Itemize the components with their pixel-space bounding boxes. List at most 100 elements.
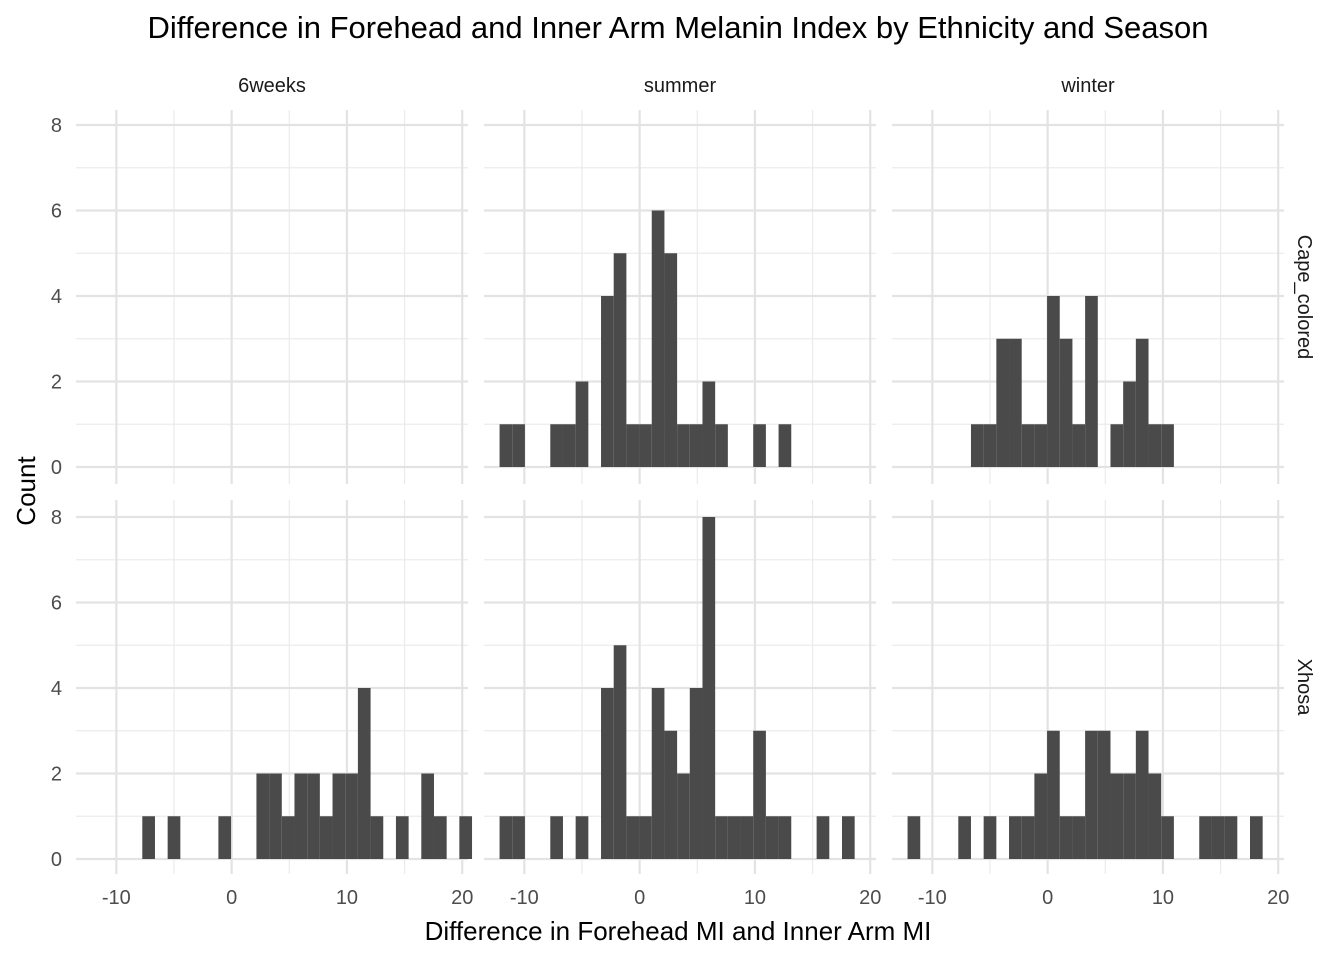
histogram-bar: [753, 424, 766, 467]
y-tick-label: 6: [51, 201, 62, 223]
histogram-bar: [499, 816, 513, 859]
histogram-bar: [983, 816, 997, 859]
panels-layer: 0 2 4 6 8 6weeks summer winter Cape_colored 0 2 4 6 8…: [51, 75, 1315, 909]
y-axis-title: Count: [11, 456, 41, 526]
histogram-bar: [332, 773, 346, 859]
histogram-bar: [601, 688, 614, 859]
histogram-bar: [1123, 773, 1136, 859]
histogram-bar: [1249, 816, 1263, 859]
histogram-bar: [613, 645, 627, 859]
facet-strip-label-cape_colored: Cape_colored: [1293, 235, 1315, 360]
histogram-bar: [1148, 424, 1162, 467]
histogram-bar: [550, 816, 563, 859]
histogram-bar: [702, 381, 716, 467]
histogram-bar: [1123, 381, 1136, 467]
histogram-bar: [677, 424, 690, 467]
histogram-bar: [1161, 424, 1174, 467]
histogram-bar: [319, 816, 333, 859]
histogram-bar: [740, 816, 754, 859]
facet-strip-label-6weeks: 6weeks: [238, 75, 306, 97]
chart-title: Difference in Forehead and Inner Arm Mel…: [148, 10, 1209, 45]
histogram-bar: [651, 688, 665, 859]
x-tick-label: -10: [918, 887, 947, 909]
histogram-bar: [294, 773, 308, 859]
panel-xhosa-summer: -10 0 10 20: [484, 500, 881, 909]
x-tick-label: 0: [226, 887, 237, 909]
histogram-bar: [664, 730, 678, 859]
histogram-bar: [1135, 338, 1149, 467]
x-tick-label: 10: [1152, 887, 1174, 909]
facet-strip-label-winter: winter: [1060, 75, 1115, 97]
histogram-bar: [1199, 816, 1212, 859]
x-axis-title: Difference in Forehead MI and Inner Arm …: [425, 916, 932, 946]
histogram-bar: [345, 773, 358, 859]
y-tick-label: 2: [51, 764, 62, 786]
histogram-bar: [421, 773, 434, 859]
histogram-bar: [1072, 816, 1086, 859]
histogram-bar: [1135, 730, 1149, 859]
panel-xhosa-6weeks: 0 2 4 6 8 -10 0 10 20: [51, 500, 473, 909]
y-tick-label: 2: [51, 372, 62, 394]
histogram-bar: [601, 296, 614, 467]
panel-xhosa-winter: -10 0 10 20 Xhosa: [892, 500, 1315, 909]
histogram-bar: [715, 424, 728, 467]
histogram-bar: [459, 816, 473, 859]
x-tick-label: 10: [336, 887, 358, 909]
histogram-bar: [307, 773, 320, 859]
histogram-bar: [753, 730, 766, 859]
histogram-bar: [626, 816, 640, 859]
histogram-bar: [357, 688, 371, 859]
panel-cape_colored-summer: summer: [484, 75, 876, 484]
histogram-bar: [778, 424, 792, 467]
histogram-bar: [1161, 816, 1174, 859]
histogram-bar: [689, 688, 703, 859]
histogram-bar: [269, 773, 282, 859]
histogram-bar: [841, 816, 855, 859]
histogram-bar: [1047, 296, 1060, 467]
histogram-bar: [562, 424, 576, 467]
histogram-bar: [816, 816, 830, 859]
y-tick-label: 8: [51, 507, 62, 529]
facet-strip-label-xhosa: Xhosa: [1293, 659, 1315, 717]
histogram-bar: [499, 424, 513, 467]
histogram-bar: [1034, 424, 1048, 467]
facet-strip-label-summer: summer: [644, 75, 717, 97]
histogram-bar: [1021, 424, 1035, 467]
panel-cape_colored-6weeks: 0 2 4 6 8 6weeks: [51, 75, 468, 484]
histogram-bar: [970, 424, 984, 467]
x-tick-label: 20: [859, 887, 881, 909]
histogram-bar: [702, 517, 716, 859]
histogram-bar: [1034, 773, 1048, 859]
x-tick-label: 0: [634, 887, 645, 909]
x-tick-label: 20: [1267, 887, 1289, 909]
histogram-bar: [613, 253, 627, 467]
y-tick-label: 0: [51, 457, 62, 479]
x-tick-label: -10: [102, 887, 131, 909]
y-tick-label: 8: [51, 115, 62, 137]
histogram-bar: [664, 253, 678, 467]
histogram-bar: [575, 381, 589, 467]
histogram-bar: [512, 816, 525, 859]
histogram-bar: [218, 816, 232, 859]
x-tick-label: 10: [744, 887, 766, 909]
histogram-bar: [395, 816, 409, 859]
x-tick-label: 20: [451, 887, 473, 909]
histogram-bar: [626, 424, 640, 467]
histogram-bar: [689, 424, 703, 467]
histogram-bar: [1097, 730, 1111, 859]
histogram-bar: [727, 816, 741, 859]
histogram-bar: [433, 816, 447, 859]
histogram-bar: [550, 424, 563, 467]
histogram-bar: [1085, 730, 1098, 859]
histogram-bar: [765, 816, 779, 859]
histogram-bar: [1211, 816, 1225, 859]
histogram-bar: [1021, 816, 1035, 859]
histogram-bar: [1009, 338, 1022, 467]
panel-cape_colored-winter: winter Cape_colored: [892, 75, 1315, 484]
histogram-bar: [1110, 424, 1124, 467]
histogram-bar: [575, 816, 589, 859]
y-tick-label: 6: [51, 593, 62, 615]
histogram-bar: [1059, 338, 1073, 467]
histogram-bar: [1148, 773, 1162, 859]
